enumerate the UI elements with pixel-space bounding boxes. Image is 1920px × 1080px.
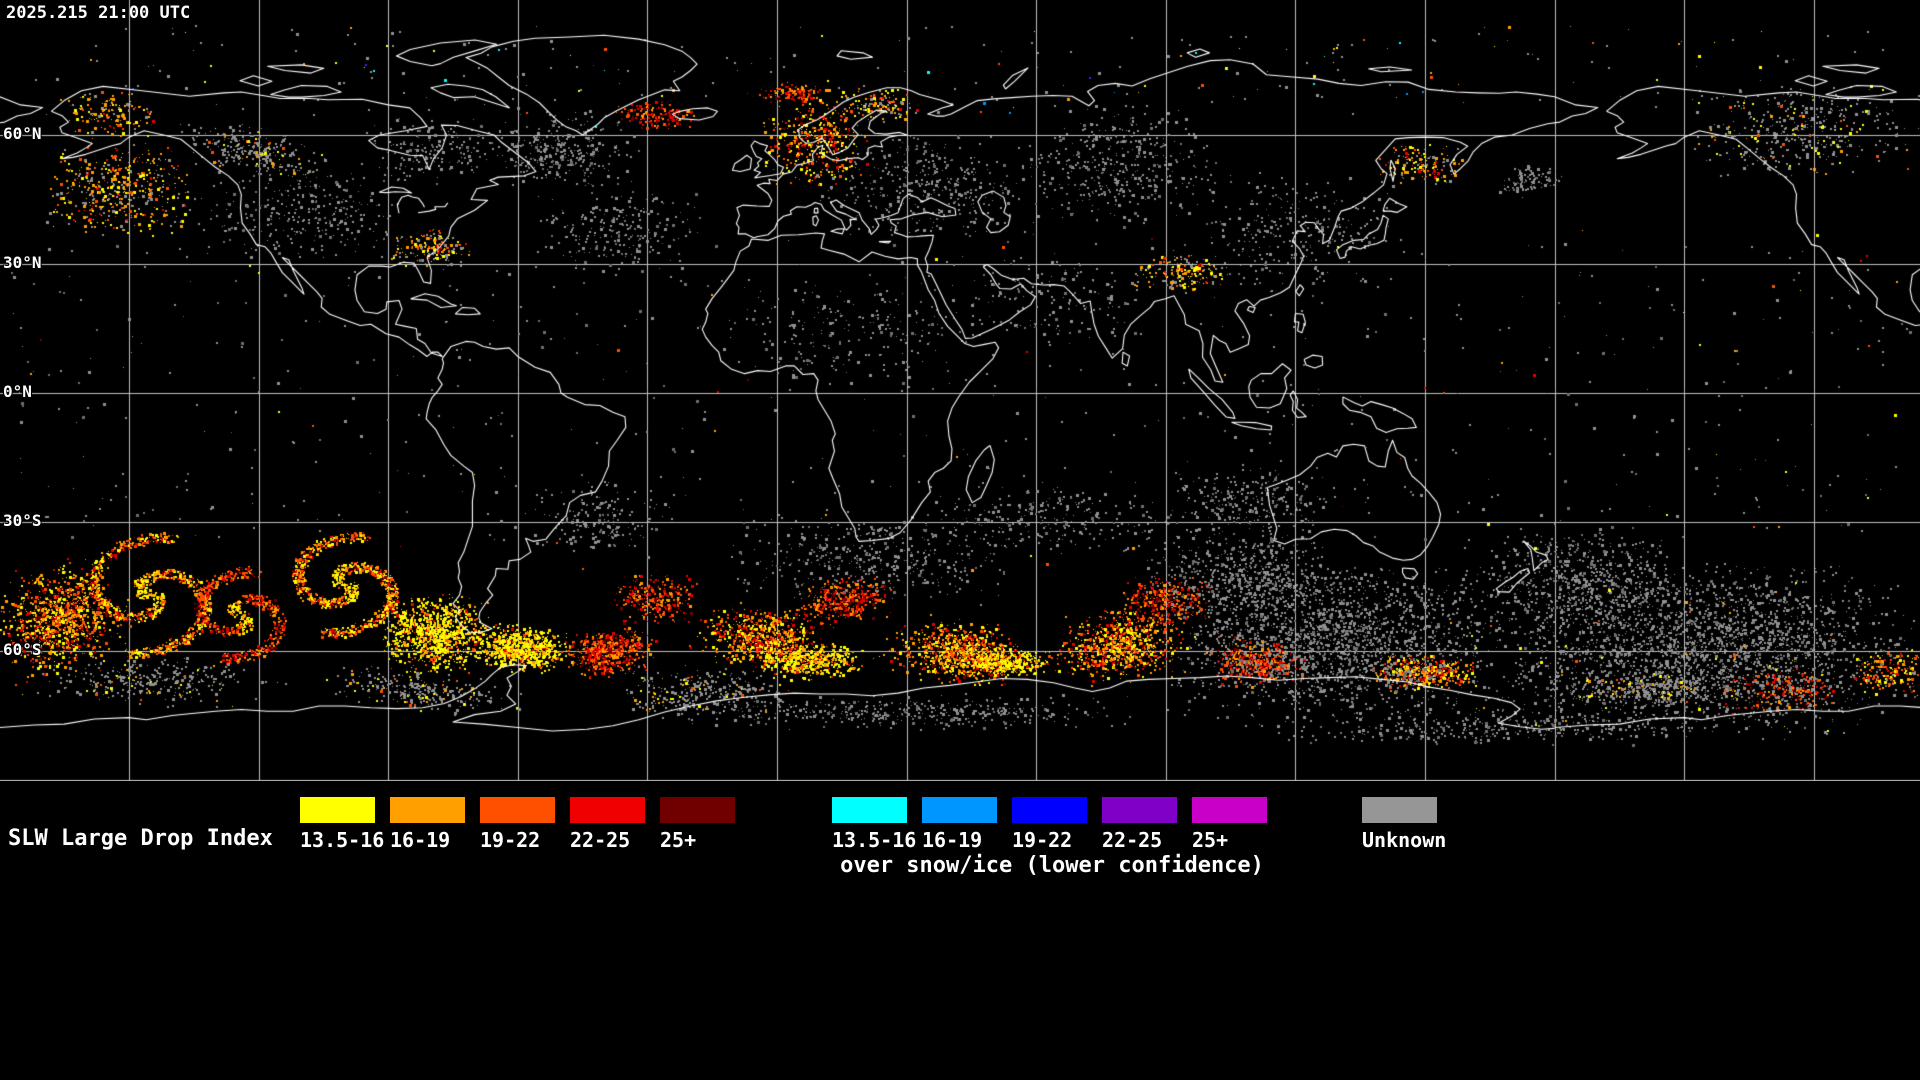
timestamp: 2025.215 21:00 UTC (6, 3, 191, 23)
legend-warm-swatch (660, 797, 735, 823)
legend-warm-swatch (300, 797, 375, 823)
legend-ice-swatch (1012, 797, 1087, 823)
legend-warm-swatch (390, 797, 465, 823)
legend-ice-item: 13.5-16 (832, 797, 922, 852)
legend-warm-swatch (570, 797, 645, 823)
legend-ice-swatch (832, 797, 907, 823)
legend: SLW Large Drop Index 13.5-16 16-19 19-22 22… (0, 781, 1920, 1080)
legend-ice-item: 25+ (1192, 797, 1282, 852)
legend-warm-item: 22-25 (570, 797, 660, 852)
legend-ice-label: 22-25 (1102, 828, 1163, 852)
legend-title: SLW Large Drop Index (8, 826, 273, 851)
legend-warm-item: 13.5-16 (300, 797, 390, 852)
legend-unknown-label: Unknown (1362, 828, 1447, 852)
latitude-label: 30°S (3, 511, 42, 530)
legend-warm-item: 25+ (660, 797, 750, 852)
legend-ice-item: 22-25 (1102, 797, 1192, 852)
latitude-label: 60°N (3, 124, 42, 143)
legend-ice-swatch (922, 797, 997, 823)
legend-warm-label: 16-19 (390, 828, 451, 852)
legend-warm-item: 19-22 (480, 797, 570, 852)
latitude-label: 0°N (3, 382, 32, 401)
legend-ice-item: 16-19 (922, 797, 1012, 852)
legend-ice-swatch (1102, 797, 1177, 823)
legend-warm-label: 19-22 (480, 828, 541, 852)
legend-warm-label: 22-25 (570, 828, 631, 852)
latitude-label: 60°S (3, 640, 42, 659)
latitude-label: 30°N (3, 253, 42, 272)
legend-unknown-item: Unknown (1362, 797, 1452, 852)
legend-ice-label: 19-22 (1012, 828, 1073, 852)
legend-warm-label: 13.5-16 (300, 828, 385, 852)
legend-warm-item: 16-19 (390, 797, 480, 852)
legend-unknown-group: Unknown (1362, 797, 1452, 852)
legend-ice-swatch (1192, 797, 1267, 823)
legend-ice-label: 13.5-16 (832, 828, 917, 852)
legend-ice-item: 19-22 (1012, 797, 1102, 852)
legend-ice-caption: over snow/ice (lower confidence) (840, 853, 1264, 878)
legend-ice-group: 13.5-16 16-19 19-22 22-25 25+ (832, 797, 1282, 852)
legend-ice-label: 25+ (1192, 828, 1229, 852)
legend-warm-group: 13.5-16 16-19 19-22 22-25 25+ (300, 797, 750, 852)
legend-unknown-swatch (1362, 797, 1437, 823)
legend-ice-label: 16-19 (922, 828, 983, 852)
legend-warm-swatch (480, 797, 555, 823)
legend-warm-label: 25+ (660, 828, 697, 852)
